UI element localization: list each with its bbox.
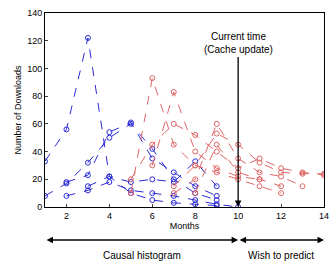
svg-text:80: 80 [32, 91, 42, 101]
svg-text:6: 6 [150, 211, 155, 221]
svg-text:14: 14 [319, 211, 329, 221]
svg-text:Wish to predict: Wish to predict [248, 250, 314, 261]
svg-text:140: 140 [27, 8, 42, 18]
svg-text:4: 4 [107, 211, 112, 221]
svg-text:10: 10 [233, 211, 243, 221]
svg-text:12: 12 [276, 211, 286, 221]
svg-text:100: 100 [27, 64, 42, 74]
svg-text:Months: Months [170, 221, 200, 231]
svg-text:2: 2 [64, 211, 69, 221]
svg-text:0: 0 [37, 202, 42, 212]
svg-text:Number of Downloads: Number of Downloads [13, 65, 23, 155]
svg-text:8: 8 [193, 211, 198, 221]
svg-text:40: 40 [32, 147, 42, 157]
svg-text:60: 60 [32, 119, 42, 129]
svg-text:Causal histogram: Causal histogram [103, 250, 181, 261]
svg-text:Current time(Cache update): Current time(Cache update) [204, 31, 273, 55]
svg-text:120: 120 [27, 36, 42, 46]
svg-text:20: 20 [32, 174, 42, 184]
